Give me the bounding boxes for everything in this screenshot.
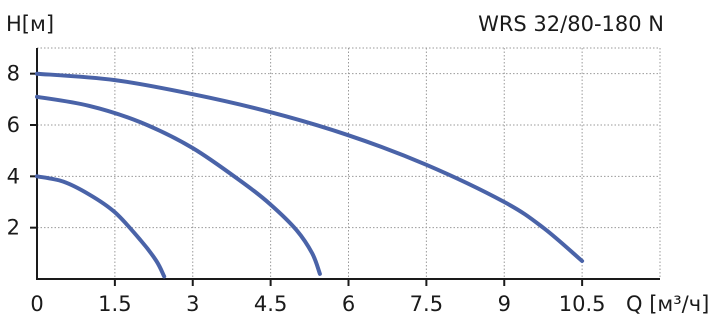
- pump-curve-1: [35, 174, 167, 279]
- x-tick-label: 3: [186, 292, 199, 316]
- y-tick-label: 2: [7, 216, 20, 240]
- x-tick-label: 9: [498, 292, 511, 316]
- x-tick-label: 7.5: [410, 292, 443, 316]
- y-tick-label: 8: [7, 62, 20, 86]
- pump-curve-2: [35, 94, 322, 276]
- chart-title: WRS 32/80-180 N: [478, 12, 664, 36]
- pump-curve-3: [35, 71, 585, 263]
- x-axis-label: Q [м³/ч]: [626, 292, 709, 316]
- x-tick-label: 6: [342, 292, 355, 316]
- x-tick-label: 4.5: [254, 292, 287, 316]
- series-group: [35, 71, 585, 279]
- x-tick-label: 1.5: [98, 292, 131, 316]
- labels: WRS 32/80-180 N H[м] Q [м³/ч]: [6, 12, 709, 316]
- x-tick-label: 10.5: [559, 292, 606, 316]
- y-tick-label: 4: [7, 164, 20, 188]
- x-tick-label: 0: [30, 292, 43, 316]
- axes: 2 4 6 8 0 1.5 3 4.5 6 7.5 9 10.5: [7, 48, 660, 316]
- y-axis-label: H[м]: [6, 12, 54, 36]
- y-tick-label: 6: [7, 113, 20, 137]
